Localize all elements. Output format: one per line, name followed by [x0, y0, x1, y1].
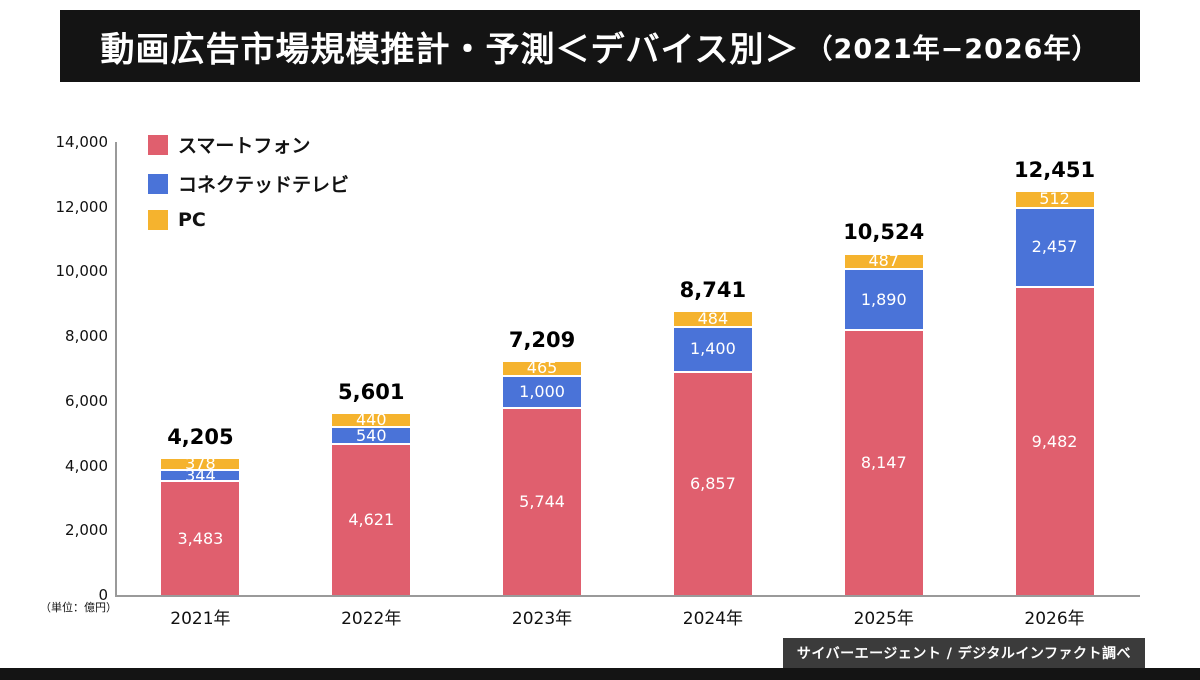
bar-segment-smartphone: 6,857	[673, 373, 752, 595]
x-axis-label: 2025年	[853, 609, 914, 629]
bar-segment-smartphone: 4,621	[332, 445, 411, 595]
page-title-period: （2021年−2026年）	[805, 33, 1100, 65]
y-axis-tick-label: 14,000	[55, 133, 109, 151]
bar-stack: 465 1,000 5,744	[503, 358, 582, 595]
segment-value-label: 484	[697, 309, 729, 329]
segment-value-label: 5,744	[519, 492, 565, 512]
bar-stack: 378 344 3,483	[161, 454, 240, 595]
y-axis-line	[115, 142, 117, 596]
bar-segment-smartphone: 5,744	[503, 409, 582, 595]
legend-label: PC	[178, 209, 206, 231]
bar-column: 12,451 512 2,457 9,482 2026年	[1014, 142, 1096, 629]
x-axis-label: 2022年	[341, 609, 402, 629]
bars: 4,205 378 344 3,483 2021年 5,601 440 540 4,621 202…	[115, 142, 1140, 629]
bar-stack: 484 1,400 6,857	[673, 309, 752, 595]
x-axis-line	[115, 595, 1140, 597]
total-label: 5,601	[338, 379, 405, 404]
y-axis-tick-label: 0	[98, 586, 108, 604]
bar-segment-pc: 440	[332, 409, 411, 429]
y-axis-tick-label: 6,000	[65, 391, 108, 410]
bar-column: 10,524 487 1,890 8,147 2025年	[843, 142, 925, 629]
segment-value-label: 378	[185, 454, 216, 474]
bar-segment-pc: 465	[503, 358, 582, 378]
title-banner: 動画広告市場規模推計・予測＜デバイス別＞ （2021年−2026年）	[60, 10, 1140, 82]
bar-segment-smartphone: 3,483	[161, 482, 240, 595]
legend-swatch	[148, 173, 168, 194]
y-axis-tick-label: 4,000	[65, 456, 108, 475]
y-axis-tick-label: 2,000	[65, 521, 108, 540]
legend-label: スマートフォン	[178, 135, 311, 157]
segment-value-label: 4,621	[348, 510, 395, 530]
bar-column: 4,205 378 344 3,483 2021年	[161, 142, 240, 629]
legend-swatch	[148, 134, 168, 155]
bar-segment-ctv: 2,457	[1015, 208, 1094, 289]
total-label: 8,741	[679, 278, 747, 303]
segment-value-label: 1,890	[860, 289, 907, 309]
x-axis-label: 2026年	[1024, 609, 1085, 629]
segment-value-label: 440	[355, 409, 387, 429]
bar-segment-ctv: 1,890	[844, 270, 923, 332]
segment-value-label: 9,482	[1031, 431, 1078, 451]
segment-value-label: 540	[355, 425, 387, 445]
legend-item: コネクテッドテレビ	[148, 170, 349, 197]
legend-swatch	[148, 210, 168, 230]
legend-item: PC	[148, 209, 349, 231]
bottom-strip	[0, 668, 1200, 680]
bar-segment-pc: 487	[844, 251, 923, 271]
total-label: 10,524	[843, 220, 925, 245]
bar-segment-ctv: 540	[332, 425, 411, 446]
segment-value-label: 487	[868, 251, 899, 271]
y-axis-tick-label: 8,000	[65, 327, 108, 346]
unit-label: （単位：億円）	[40, 601, 117, 614]
segment-value-label: 3,483	[177, 528, 224, 548]
bar-segment-smartphone: 9,482	[1015, 288, 1094, 595]
y-axis-tick-label: 10,000	[55, 262, 109, 281]
x-axis-label: 2021年	[170, 609, 231, 629]
legend-label: コネクテッドテレビ	[178, 174, 350, 196]
bar-segment-ctv: 1,000	[503, 376, 582, 410]
segment-value-label: 344	[185, 465, 216, 485]
bar-stack: 440 540 4,621	[332, 409, 411, 595]
x-axis-label: 2024年	[682, 609, 744, 629]
total-label: 12,451	[1014, 158, 1096, 183]
segment-value-label: 8,147	[860, 453, 907, 473]
bar-column: 7,209 465 1,000 5,744 2023年	[503, 142, 582, 629]
legend: スマートフォンコネクテッドテレビ PC	[148, 131, 349, 243]
segment-value-label: 1,400	[689, 339, 736, 359]
page-title: 動画広告市場規模推計・予測＜デバイス別＞	[100, 29, 800, 70]
bar-segment-ctv: 344	[161, 465, 240, 485]
segment-value-label: 6,857	[689, 474, 736, 494]
bar-segment-pc: 484	[673, 309, 752, 329]
y-axis-tick-label: 12,000	[55, 197, 109, 216]
bar-stack: 487 1,890 8,147	[844, 251, 923, 595]
y-axis: 0 2,000 4,000 6,000 8,000 10,000 12,000 14,000	[0, 133, 109, 604]
segment-value-label: 512	[1039, 189, 1070, 209]
total-label: 7,209	[508, 327, 576, 352]
bar-stack: 512 2,457 9,482	[1015, 189, 1094, 595]
bar-column: 8,741 484 1,400 6,857 2024年	[673, 142, 752, 629]
x-axis-label: 2023年	[511, 609, 573, 629]
segment-value-label: 2,457	[1031, 237, 1078, 257]
segment-value-label: 465	[526, 358, 558, 378]
total-label: 4,205	[167, 424, 234, 449]
bar-segment-smartphone: 8,147	[844, 331, 923, 595]
bar-segment-pc: 512	[1015, 189, 1094, 209]
bar-column: 5,601 440 540 4,621 2022年	[332, 142, 411, 629]
segment-value-label: 1,000	[519, 381, 565, 401]
bar-segment-ctv: 1,400	[673, 327, 752, 374]
bar-segment-pc: 378	[161, 454, 240, 474]
legend-item: スマートフォン	[148, 131, 349, 158]
source-badge: サイバーエージェント / デジタルインファクト調べ	[782, 638, 1145, 668]
